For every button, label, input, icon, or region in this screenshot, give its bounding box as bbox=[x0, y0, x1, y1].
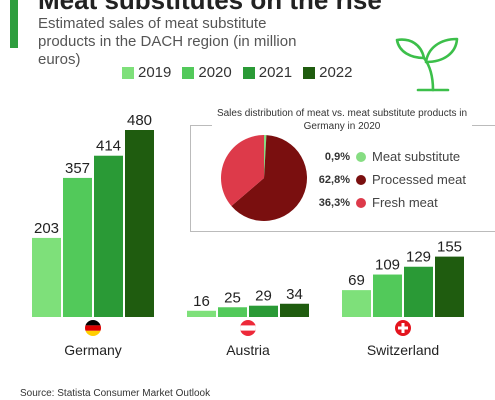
bar-germany-2020 bbox=[63, 177, 92, 317]
bar-austria-2019 bbox=[187, 310, 216, 317]
bar-value-label: 109 bbox=[375, 257, 400, 274]
pie-slice-meat-substitute bbox=[264, 135, 267, 178]
bar-switzerland-2020 bbox=[373, 274, 402, 317]
bar-value-label: 480 bbox=[127, 112, 152, 129]
bar-austria-2020 bbox=[218, 307, 247, 317]
leaf-sprout-icon bbox=[395, 37, 459, 92]
pie-legend-dot bbox=[356, 197, 366, 208]
switzerland-flag-icon bbox=[395, 320, 411, 336]
bar-value-label: 414 bbox=[96, 138, 121, 155]
accent-bar bbox=[10, 0, 18, 48]
legend-item-2021: 2021 bbox=[242, 64, 293, 81]
legend-swatch bbox=[242, 66, 255, 79]
bar-switzerland-2022 bbox=[435, 256, 464, 317]
legend-item-2020: 2020 bbox=[182, 64, 232, 81]
bar-value-label: 357 bbox=[65, 160, 90, 177]
pie-value-label: 0,9% bbox=[324, 150, 350, 163]
category-label: Austria bbox=[226, 342, 270, 358]
pie-slice-label: Meat substitute bbox=[372, 149, 461, 164]
category-label: Switzerland bbox=[367, 342, 439, 358]
pie-slice-fresh-meat bbox=[221, 135, 264, 207]
pie-legend-item-meat-substitute: 0,9% Meat substitute bbox=[300, 145, 466, 168]
bar-value-label: 129 bbox=[406, 249, 431, 266]
legend-label: 2021 bbox=[258, 64, 293, 81]
legend-swatch bbox=[122, 66, 134, 79]
pie-slice-label: Processed meat bbox=[372, 172, 466, 187]
bars-layer: 203 357 414 480 Germany 16 25 29 34 Austria 69 109 1… bbox=[32, 112, 464, 358]
legend-item-2022: 2022 bbox=[303, 64, 353, 81]
bar-value-label: 16 bbox=[193, 293, 210, 310]
bar-value-label: 155 bbox=[437, 239, 462, 256]
legend-label: 2022 bbox=[319, 64, 353, 81]
bar-value-label: 69 bbox=[348, 272, 365, 289]
bar-austria-2022 bbox=[280, 303, 309, 317]
flags-layer bbox=[85, 320, 411, 336]
bar-value-label: 29 bbox=[255, 288, 272, 305]
category-label: Germany bbox=[64, 342, 122, 358]
legend-swatch bbox=[182, 66, 195, 79]
legend-label: 2019 bbox=[138, 64, 172, 81]
pie-title: Sales distribution of meat vs. meat subs… bbox=[212, 107, 472, 133]
austria-flag-icon bbox=[240, 320, 256, 336]
legend-swatch bbox=[303, 66, 316, 79]
page-title: Meat substitutes on the rise bbox=[38, 0, 382, 15]
bar-switzerland-2019 bbox=[342, 290, 371, 317]
bar-austria-2021 bbox=[249, 305, 278, 317]
bar-germany-2019 bbox=[32, 237, 61, 317]
pie-value-label: 62,8% bbox=[318, 173, 350, 186]
page-subtitle: Estimated sales of meat substitute produ… bbox=[38, 15, 297, 68]
pie-legend-item-processed-meat: 62,8% Processed meat bbox=[300, 168, 466, 191]
bar-germany-2022 bbox=[125, 130, 154, 317]
bar-value-label: 25 bbox=[224, 289, 241, 306]
bar-value-label: 203 bbox=[34, 220, 59, 237]
pie-chart bbox=[221, 135, 308, 222]
pie-legend-dot bbox=[356, 174, 366, 185]
bar-switzerland-2021 bbox=[404, 266, 433, 317]
source-note: Source: Statista Consumer Market Outlook bbox=[20, 388, 211, 399]
bar-germany-2021 bbox=[94, 155, 123, 317]
pie-legend: 0,9% Meat substitute 62,8% Processed mea… bbox=[300, 145, 466, 214]
pie-slice-label: Fresh meat bbox=[372, 195, 438, 210]
pie-slice-processed-meat bbox=[231, 135, 308, 222]
chart-legend: 2019 2020 2021 2022 bbox=[122, 64, 353, 81]
pie-legend-item-fresh-meat: 36,3% Fresh meat bbox=[300, 191, 466, 214]
legend-item-2019: 2019 bbox=[122, 64, 171, 81]
pie-legend-dot bbox=[356, 151, 366, 162]
bar-value-label: 34 bbox=[286, 286, 303, 303]
pie-value-label: 36,3% bbox=[318, 196, 350, 209]
germany-flag-icon bbox=[85, 320, 101, 336]
legend-label: 2020 bbox=[198, 64, 232, 81]
